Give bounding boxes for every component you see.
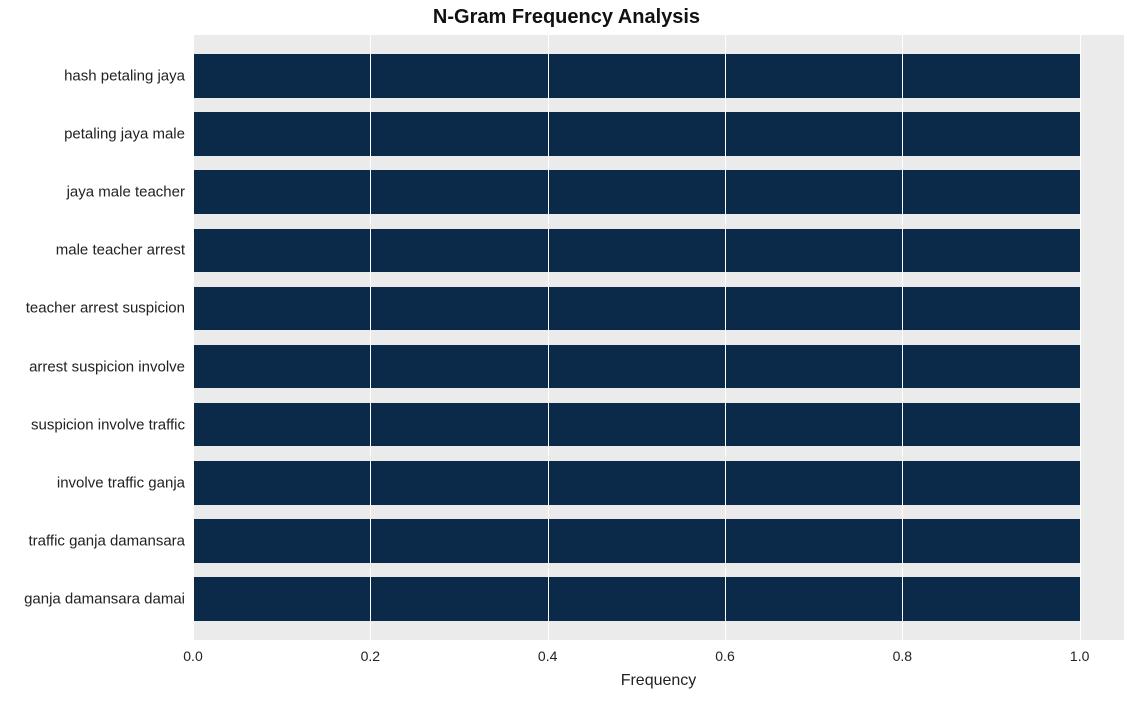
bar	[193, 112, 1080, 156]
bar	[193, 519, 1080, 563]
y-tick-label: suspicion involve traffic	[31, 416, 185, 433]
x-tick-label: 0.0	[183, 648, 202, 664]
x-tick-label: 0.4	[538, 648, 557, 664]
chart-title: N-Gram Frequency Analysis	[0, 6, 1133, 29]
y-tick-label: petaling jaya male	[64, 126, 185, 143]
grid-line	[548, 35, 549, 640]
bar	[193, 229, 1080, 273]
bar	[193, 577, 1080, 621]
bar	[193, 54, 1080, 98]
bar	[193, 170, 1080, 214]
x-tick-label: 0.2	[361, 648, 380, 664]
bar	[193, 461, 1080, 505]
y-tick-label: arrest suspicion involve	[29, 358, 185, 375]
y-tick-label: male teacher arrest	[56, 242, 185, 259]
y-tick-label: involve traffic ganja	[57, 474, 185, 491]
grid-line	[193, 35, 194, 640]
grid-line	[1080, 35, 1081, 640]
x-tick-label: 0.8	[893, 648, 912, 664]
x-axis-title: Frequency	[193, 672, 1124, 690]
plot-area	[193, 35, 1124, 640]
y-tick-label: traffic ganja damansara	[29, 532, 185, 549]
bar	[193, 287, 1080, 331]
grid-line	[725, 35, 726, 640]
x-tick-label: 0.6	[715, 648, 734, 664]
y-axis-labels: hash petaling jaya petaling jaya male jaya…	[0, 35, 190, 640]
y-tick-label: ganja damansara damai	[24, 590, 185, 607]
x-tick-label: 1.0	[1070, 648, 1089, 664]
y-tick-label: teacher arrest suspicion	[26, 300, 185, 317]
y-tick-label: hash petaling jaya	[64, 68, 185, 85]
y-tick-label: jaya male teacher	[67, 184, 185, 201]
bar	[193, 345, 1080, 389]
bars-container	[193, 35, 1124, 640]
ngram-frequency-chart: N-Gram Frequency Analysis hash petaling …	[0, 0, 1133, 701]
grid-line	[370, 35, 371, 640]
grid-line	[902, 35, 903, 640]
bar	[193, 403, 1080, 447]
